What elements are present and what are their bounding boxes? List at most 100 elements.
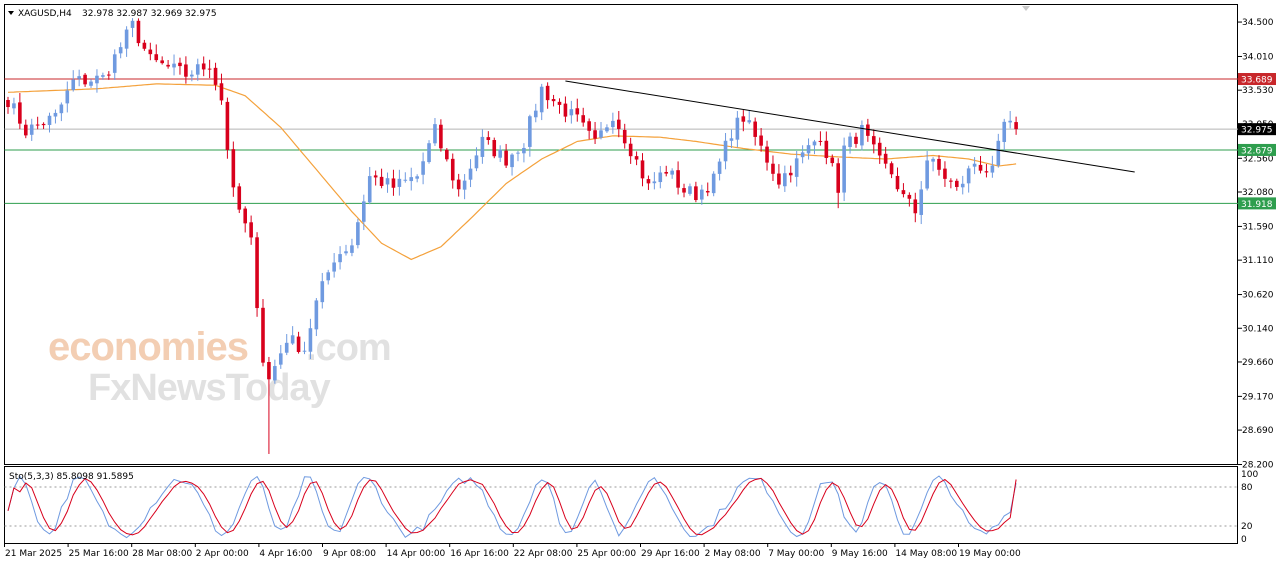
candle-body: [379, 176, 384, 186]
candle-body: [468, 168, 473, 180]
candle-body: [783, 173, 787, 187]
candle-body: [397, 178, 402, 187]
candle-body: [788, 172, 793, 176]
oscillator-pane[interactable]: [4, 466, 1238, 544]
main-pane[interactable]: [4, 4, 1238, 465]
price-tag-label: 33.689: [1241, 76, 1273, 86]
candle-body: [563, 103, 568, 117]
candle-body: [480, 136, 485, 157]
candle-body: [866, 124, 870, 136]
time-tick-label: 21 Mar 2025: [5, 549, 62, 559]
candle-body: [445, 149, 449, 160]
time-tick-label: 29 Apr 16:00: [641, 549, 700, 559]
candle-body: [812, 141, 817, 146]
candle-body: [124, 29, 129, 49]
time-tick-label: 9 Apr 08:00: [323, 549, 376, 559]
price-tick-label: 31.110: [1242, 256, 1274, 266]
price-tick-label: 30.140: [1242, 324, 1274, 334]
time-tick-label: 22 Apr 08:00: [514, 549, 573, 559]
candle-body: [955, 180, 959, 187]
candle-body: [296, 336, 301, 352]
candle-body: [984, 171, 989, 173]
candle-body: [356, 222, 360, 246]
candle-body: [29, 124, 34, 135]
candle-body: [391, 178, 396, 188]
candle-body: [616, 119, 621, 129]
candle-body: [723, 140, 728, 162]
stoch-scale-label: 20: [1241, 522, 1253, 532]
watermark-brand1-suffix: .com: [306, 327, 391, 369]
candle-body: [385, 178, 390, 185]
candle-body: [243, 208, 247, 224]
candle-body: [486, 137, 491, 141]
candle-body: [439, 124, 443, 149]
candle-body: [978, 164, 983, 171]
candle-body: [433, 124, 437, 144]
candle-body: [53, 112, 58, 117]
time-tick-label: 4 Apr 16:00: [259, 549, 312, 559]
candle-body: [901, 190, 906, 195]
candle-body: [130, 20, 135, 28]
shift-marker-icon[interactable]: [1022, 6, 1030, 11]
candle-body: [332, 262, 336, 272]
candle-body: [302, 350, 307, 352]
candle-body: [225, 101, 230, 150]
candle-body: [522, 147, 526, 154]
candle-body: [136, 20, 141, 44]
candle-body: [688, 186, 692, 194]
candle-body: [184, 64, 188, 77]
candle-body: [759, 135, 763, 146]
watermark: economies .com FxNewsToday: [48, 325, 392, 409]
candle-body: [1014, 122, 1018, 130]
candle-body: [907, 194, 912, 199]
dropdown-triangle-icon[interactable]: [8, 11, 14, 15]
time-tick-label: 16 Apr 16:00: [450, 549, 509, 559]
candle-body: [474, 155, 479, 169]
candle-body: [23, 124, 28, 136]
candle-body: [71, 79, 76, 90]
candle-body: [65, 90, 70, 104]
candle-body: [871, 136, 876, 145]
candle-body: [943, 168, 947, 179]
candle-body: [89, 81, 93, 86]
candle-body: [95, 75, 99, 84]
candle-body: [278, 353, 283, 365]
candle-body: [883, 153, 888, 164]
candle-body: [462, 180, 467, 190]
candles: [6, 18, 1018, 454]
candle-body: [824, 140, 829, 159]
candle-body: [107, 74, 111, 76]
candle-body: [1002, 121, 1007, 142]
candle-body: [255, 237, 259, 309]
candle-body: [77, 76, 81, 79]
candle-body: [581, 115, 586, 123]
candle-body: [842, 145, 846, 193]
candle-body: [59, 104, 64, 114]
candle-body: [694, 186, 698, 201]
price-tag-label: 31.918: [1241, 200, 1273, 210]
descending-trendline[interactable]: [565, 80, 1135, 173]
candle-body: [889, 163, 894, 175]
candle-body: [142, 42, 147, 49]
candle-body: [326, 272, 331, 281]
candle-body: [338, 254, 342, 263]
candle-body: [47, 115, 52, 125]
candle-body: [498, 149, 502, 158]
candle-body: [18, 102, 22, 124]
price-tick-label: 34.500: [1242, 18, 1274, 28]
candle-body: [373, 175, 378, 178]
candle-body: [415, 176, 419, 179]
candle-body: [634, 156, 639, 160]
candle-body: [35, 124, 40, 126]
candle-body: [344, 251, 348, 254]
candle-body: [367, 176, 372, 203]
candle-body: [676, 170, 680, 188]
stoch-scale-label: 80: [1241, 483, 1253, 493]
candle-body: [895, 175, 900, 190]
candle-body: [160, 60, 164, 64]
candle-body: [960, 183, 965, 188]
candle-body: [6, 100, 10, 108]
chart-header: XAGUSD,H4 32.978 32.987 32.969 32.975 St…: [8, 9, 217, 482]
candle-body: [166, 64, 170, 67]
